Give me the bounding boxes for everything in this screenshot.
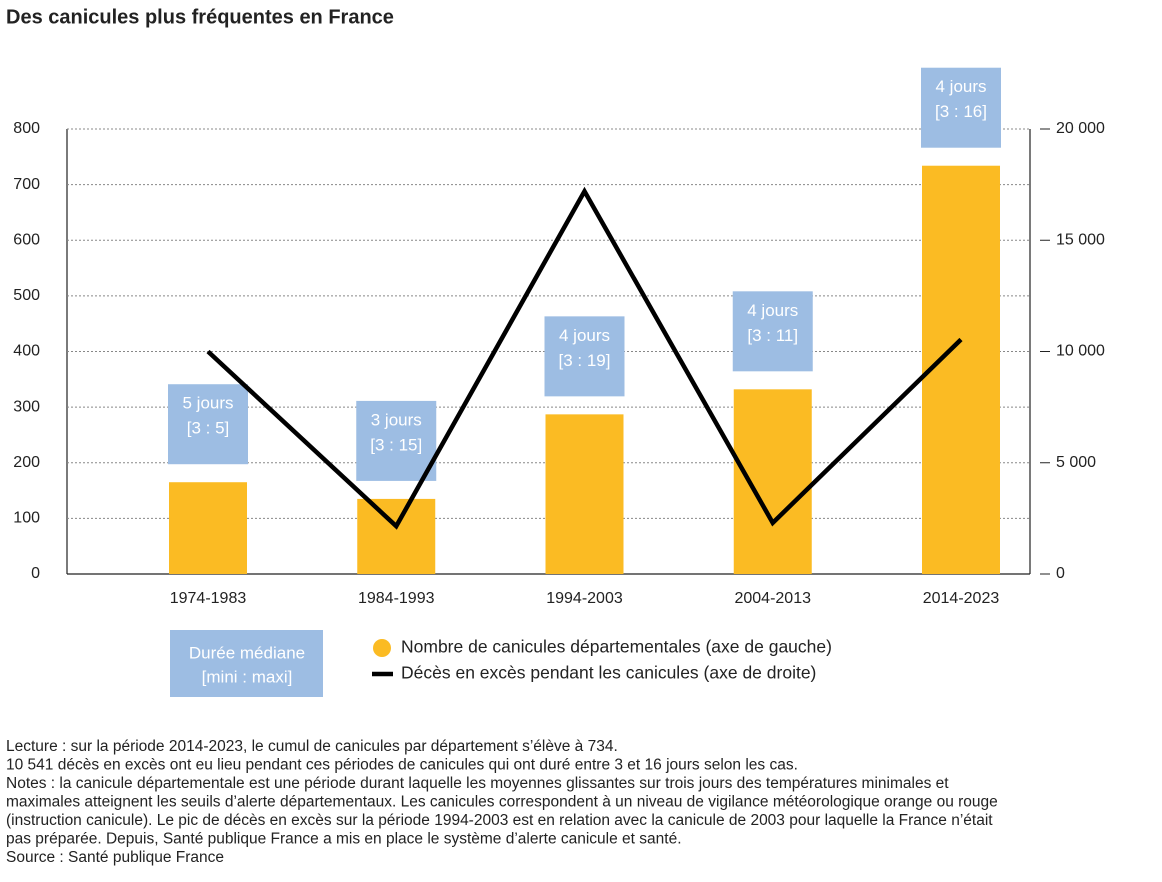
duration-box — [544, 316, 625, 397]
legend-label: Décès en excès pendant les canicules (ax… — [401, 663, 816, 683]
y2-tick-label: 15 000 — [1056, 231, 1105, 248]
duration-label: 4 jours — [559, 326, 610, 345]
note: Notes : la canicule départementale est u… — [6, 775, 949, 792]
bar — [357, 498, 436, 574]
bar — [169, 482, 247, 574]
duration-box — [732, 291, 813, 372]
note: Source : Santé publique France — [6, 849, 224, 866]
bar — [733, 389, 812, 574]
duration-label: 3 jours — [371, 410, 422, 429]
legend-swatch — [373, 639, 391, 657]
duration-box — [356, 400, 437, 481]
note: maximales atteignent les seuils d’alerte… — [6, 794, 998, 811]
duration-box — [921, 67, 1001, 148]
duration-box — [168, 384, 248, 465]
y-tick-label: 200 — [13, 454, 40, 471]
note: pas préparée. Depuis, Santé publique Fra… — [6, 831, 682, 848]
y-tick-label: 400 — [13, 343, 40, 360]
duration-label: [3 : 15] — [370, 435, 422, 454]
annotation-legend-box — [170, 630, 323, 697]
note: (instruction canicule). Le pic de décès … — [6, 812, 993, 829]
x-tick-label: 1984-1993 — [358, 590, 435, 607]
y-tick-label: 600 — [13, 231, 40, 248]
y-tick-label: 0 — [31, 565, 40, 582]
y2-tick-label: 20 000 — [1056, 120, 1105, 137]
y2-tick-label: 0 — [1056, 565, 1065, 582]
note: 10 541 décès en excès ont eu lieu pendan… — [6, 757, 798, 774]
y-tick-label: 300 — [13, 398, 40, 415]
duration-label: [3 : 5] — [187, 419, 230, 438]
duration-label: 4 jours — [935, 77, 986, 96]
bar — [922, 165, 1000, 574]
bar — [545, 414, 624, 574]
y-tick-label: 700 — [13, 176, 40, 193]
duration-label: 5 jours — [182, 394, 233, 413]
x-tick-label: 2014-2023 — [923, 590, 1000, 607]
x-tick-label: 2004-2013 — [734, 590, 811, 607]
y-tick-label: 500 — [13, 287, 40, 304]
x-tick-label: 1994-2003 — [546, 590, 623, 607]
y-tick-label: 100 — [13, 510, 40, 527]
duration-label: 4 jours — [747, 301, 798, 320]
x-tick-label: 1974-1983 — [170, 590, 247, 607]
chart-title: Des canicules plus fréquentes en France — [6, 6, 394, 28]
duration-label: [3 : 11] — [747, 326, 798, 345]
legend-label: Nombre de canicules départementales (axe… — [401, 637, 832, 657]
line — [206, 186, 963, 530]
y2-tick-label: 10 000 — [1056, 343, 1105, 360]
duration-label: [3 : 19] — [559, 351, 611, 370]
note: Lecture : sur la période 2014-2023, le c… — [6, 738, 618, 755]
annotation-legend-label: Durée médiane — [189, 643, 305, 662]
annotation-legend-label: [mini : maxi] — [202, 667, 293, 686]
duration-label: [3 : 16] — [935, 102, 987, 121]
y-tick-label: 800 — [13, 120, 40, 137]
y2-tick-label: 5 000 — [1056, 454, 1096, 471]
